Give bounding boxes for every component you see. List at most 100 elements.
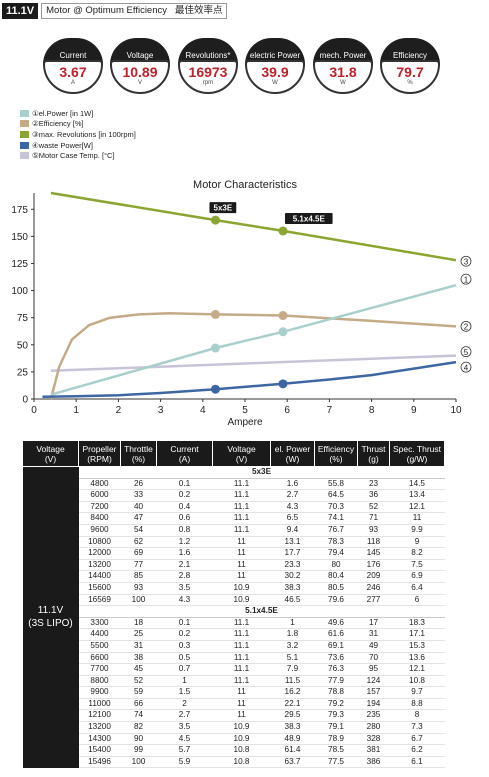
x-tick-label: 7	[327, 405, 333, 416]
table-cell: 8.2	[389, 547, 445, 560]
table-cell: 0.8	[156, 524, 213, 537]
table-cell: 61.4	[270, 744, 315, 757]
table-cell: 280	[357, 721, 390, 734]
table-cell: 79.3	[314, 709, 358, 723]
table-cell: 7.9	[270, 663, 315, 676]
series-line-1	[50, 283, 457, 396]
table-cell: 8	[389, 709, 445, 723]
table-cell: 11.1	[212, 628, 271, 641]
annotation-box	[209, 202, 237, 214]
voltage-cell: 11.1V (3S LIPO)	[22, 466, 79, 768]
table-cell: 2.8	[156, 570, 213, 583]
table-row: 7200 40 0.4 11.1 4.3 70.3 52 12.1	[23, 501, 445, 514]
table-cell: 66	[120, 698, 157, 711]
table-row: 15496 100 5.9 10.8 63.7 77.5 386 6.1	[23, 756, 445, 769]
table-cell: 74.1	[314, 512, 358, 525]
legend-swatch	[20, 109, 29, 117]
table-cell: 14300	[78, 733, 121, 746]
table-cell: 69.1	[314, 640, 358, 653]
chart-title: Motor Characteristics	[193, 179, 297, 191]
table-row: 12100 74 2.7 11 29.5 79.3 235 8	[23, 709, 445, 723]
table-row: 8400 47 0.6 11.1 6.5 74.1 71 11	[23, 512, 445, 525]
y-tick-label: 175	[11, 205, 28, 216]
col-el-power: el. Power (W)	[270, 440, 315, 467]
table-cell: 235	[357, 709, 390, 723]
y-tick-label: 125	[11, 259, 28, 270]
x-tick-label: 4	[200, 405, 206, 416]
table-cell: 38.3	[270, 721, 315, 734]
table-cell: 85	[120, 570, 157, 583]
table-cell: 1	[270, 617, 315, 630]
table-cell: 10800	[78, 536, 121, 549]
table-cell: 9900	[78, 686, 121, 699]
table-cell: 15600	[78, 582, 121, 595]
y-tick-label: 0	[22, 395, 28, 406]
table-header-row: Voltage (V) Propeller (RPM) Throttle (%) Cu…	[22, 440, 445, 467]
table-cell: 194	[357, 698, 390, 711]
table-cell: 79.1	[314, 721, 358, 734]
series-line-5	[50, 354, 457, 373]
table-cell: 5500	[78, 640, 121, 653]
table-cell: 11.1	[212, 640, 271, 653]
table-cell: 6000	[78, 489, 121, 502]
table-cell: 93	[120, 582, 157, 595]
table-row: 12000 69 1.6 11 17.7 79.4 145 8.2	[23, 547, 445, 560]
table-cell: 4.5	[156, 733, 213, 746]
table-row: 16569 100 4.3 10.9 46.5 79.6 277 6	[23, 594, 445, 607]
table-cell: 6.5	[270, 512, 315, 525]
col-voltage-2: Voltage (V)	[212, 440, 271, 467]
table-cell: 38.3	[270, 582, 315, 595]
table-cell: 328	[357, 733, 390, 746]
table-cell: 176	[357, 559, 390, 572]
table-cell: 11	[212, 547, 271, 560]
table-cell: 11.5	[270, 675, 315, 688]
table-row: 13200 77 2.1 11 23.3 80 176 7.5	[23, 559, 445, 572]
table-cell: 77	[120, 559, 157, 572]
table-cell: 6.7	[389, 733, 445, 746]
table-row: 5500 31 0.3 11.1 3.2 69.1 49 15.3	[23, 640, 445, 653]
table-cell: 3.2	[270, 640, 315, 653]
table-cell: 31	[357, 628, 390, 641]
legend-item: ③max. Revolutions [in 100rpm]	[20, 129, 136, 140]
table-cell: 10.9	[212, 594, 271, 607]
propeller-name: 5x3E	[78, 466, 445, 479]
table-cell: 11.1	[212, 663, 271, 676]
table-cell: 40	[120, 501, 157, 514]
table-cell: 79.2	[314, 698, 358, 711]
table-cell: 59	[120, 686, 157, 699]
table-cell: 45	[120, 663, 157, 676]
table-cell: 12100	[78, 709, 121, 723]
table-cell: 0.2	[156, 628, 213, 641]
propeller-name: 5.1x4.5E	[78, 605, 445, 618]
gauge-electric-power: electric Power 39.9 W	[245, 38, 305, 94]
table-cell: 100	[120, 756, 157, 769]
col-throttle: Throttle (%)	[120, 440, 157, 467]
table-cell: 118	[357, 536, 390, 549]
y-tick-label: 75	[17, 313, 29, 324]
table-cell: 145	[357, 547, 390, 560]
motor-characteristics-chart: Motor Characteristics0255075100125150175…	[11, 179, 472, 428]
table-cell: 3.5	[156, 582, 213, 595]
x-tick-label: 1	[73, 405, 79, 416]
legend-item: ⑤Motor Case Temp. [°C]	[20, 150, 136, 161]
table-cell: 6.4	[389, 582, 445, 595]
y-tick-label: 100	[11, 286, 28, 297]
gauge-efficiency: Efficiency 79.7%	[380, 38, 440, 94]
table-cell: 13.1	[270, 536, 315, 549]
table-cell: 12.1	[389, 501, 445, 514]
table-cell: 52	[357, 501, 390, 514]
table-row: 8800 52 1 11.1 11.5 77.9 124 10.8	[23, 675, 445, 688]
table-cell: 82	[120, 721, 157, 734]
x-tick-label: 2	[116, 405, 122, 416]
table-cell: 11.1	[212, 478, 271, 491]
table-cell: 11.1	[212, 489, 271, 502]
table-cell: 23	[357, 478, 390, 491]
table-cell: 10.9	[212, 721, 271, 734]
table-cell: 1	[156, 675, 213, 688]
table-cell: 36	[357, 489, 390, 502]
table-cell: 30.2	[270, 570, 315, 583]
table-cell: 0.1	[156, 617, 213, 630]
table-cell: 4800	[78, 478, 121, 491]
legend-item: ②Efficiency [%]	[20, 119, 136, 130]
table-cell: 17	[357, 617, 390, 630]
